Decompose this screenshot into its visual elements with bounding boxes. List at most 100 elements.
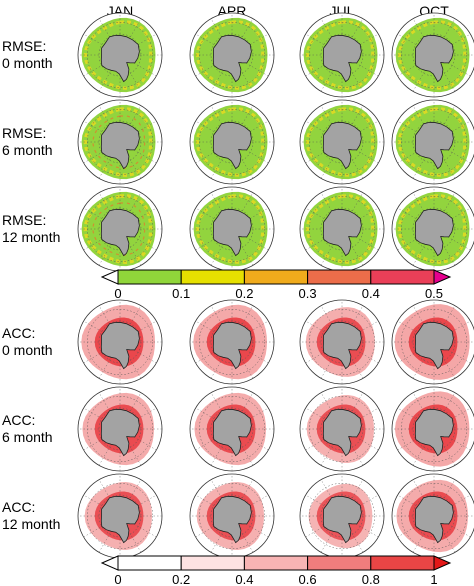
rmse-colorbar-tick-label: 0.1 bbox=[172, 286, 190, 301]
rmse-map-jul-row3 bbox=[299, 186, 385, 272]
antarctica-landmass bbox=[100, 321, 140, 370]
row-label: ACC:0 month bbox=[2, 325, 53, 358]
rmse-colorbar-segment bbox=[180, 269, 245, 285]
acc-colorbar-tick-label: 0.4 bbox=[235, 572, 253, 586]
rmse-colorbar-segment bbox=[370, 269, 435, 285]
antarctica-landmass bbox=[322, 321, 362, 370]
rmse-colorbar-segment bbox=[243, 269, 309, 285]
row-label: RMSE:0 month bbox=[2, 38, 53, 71]
row-label: ACC:6 month bbox=[2, 412, 53, 445]
antarctica-landmass bbox=[100, 408, 140, 457]
svg-text:ACC:: ACC: bbox=[2, 499, 35, 515]
column-headers: JAN APR JUL OCT bbox=[107, 3, 449, 19]
antarctica-landmass bbox=[414, 121, 454, 170]
rmse-map-apr-row3 bbox=[189, 186, 275, 272]
rmse-map-oct-row1 bbox=[391, 12, 474, 98]
rmse-edge-band bbox=[92, 202, 146, 256]
antarctica-landmass bbox=[100, 121, 140, 170]
acc-colorbar-tick-label: 0 bbox=[114, 572, 121, 586]
rmse-colorbar-tick-label: 0 bbox=[114, 286, 121, 301]
antarctica-landmass bbox=[414, 321, 454, 370]
rmse-colorbar-high-tip bbox=[433, 269, 452, 285]
rmse-colorbar-low-tip bbox=[100, 269, 119, 285]
rmse-map-jan-row2 bbox=[77, 99, 163, 185]
acc-colorbar-tick-label: 0.6 bbox=[299, 572, 317, 586]
rmse-map-jan-row1 bbox=[77, 12, 163, 98]
rmse-map-oct-row2 bbox=[391, 99, 474, 185]
antarctica-landmass bbox=[414, 208, 454, 257]
acc-map-apr-row3 bbox=[189, 473, 275, 559]
polar-maps bbox=[77, 12, 474, 559]
rmse-map-jul-row2 bbox=[299, 99, 385, 185]
acc-map-apr-row1 bbox=[189, 299, 275, 385]
acc-map-jan-row2 bbox=[77, 386, 163, 472]
antarctica-landmass bbox=[212, 121, 252, 170]
antarctica-landmass bbox=[212, 321, 252, 370]
svg-text:6 month: 6 month bbox=[2, 142, 53, 158]
rmse-edge-band bbox=[92, 115, 146, 169]
antarctica-landmass bbox=[100, 34, 140, 83]
antarctica-landmass bbox=[100, 495, 140, 544]
acc-colorbar-tick-label: 1 bbox=[430, 572, 437, 586]
antarctica-landmass bbox=[322, 208, 362, 257]
acc-map-jan-row3 bbox=[77, 473, 163, 559]
antarctica-landmass bbox=[414, 34, 454, 83]
acc-colorbar-tick-label: 0.2 bbox=[172, 572, 190, 586]
acc-colorbar-segment bbox=[307, 555, 372, 571]
rmse-colorbar-segment bbox=[307, 269, 372, 285]
acc-colorbar-segment bbox=[243, 555, 309, 571]
svg-text:0 month: 0 month bbox=[2, 342, 53, 358]
rmse-map-oct-row3 bbox=[391, 186, 474, 272]
row-label: RMSE:12 month bbox=[2, 212, 60, 245]
row-label: ACC:12 month bbox=[2, 499, 60, 532]
antarctica-landmass bbox=[212, 495, 252, 544]
rmse-colorbar-tick-label: 0.4 bbox=[362, 286, 380, 301]
antarctica-landmass bbox=[322, 34, 362, 83]
rmse-colorbar-segment bbox=[117, 269, 182, 285]
acc-colorbar-low-tip bbox=[100, 555, 119, 571]
acc-map-oct-row3 bbox=[391, 473, 474, 559]
acc-map-jul-row2 bbox=[299, 386, 385, 472]
rmse-colorbar-tick-label: 0.2 bbox=[235, 286, 253, 301]
antarctica-landmass bbox=[212, 408, 252, 457]
svg-text:RMSE:: RMSE: bbox=[2, 212, 46, 228]
rmse-colorbar: 0 0.1 0.2 0.3 0.4 0.5 bbox=[100, 269, 452, 301]
rmse-colorbar-tick-label: 0.3 bbox=[299, 286, 317, 301]
antarctica-landmass bbox=[414, 408, 454, 457]
acc-map-jul-row3 bbox=[299, 473, 385, 559]
acc-map-jan-row1 bbox=[77, 299, 163, 385]
antarctica-landmass bbox=[322, 121, 362, 170]
svg-text:0 month: 0 month bbox=[2, 55, 53, 71]
svg-text:ACC:: ACC: bbox=[2, 412, 35, 428]
antarctica-landmass bbox=[322, 495, 362, 544]
antarctica-landmass bbox=[212, 208, 252, 257]
svg-text:12 month: 12 month bbox=[2, 229, 60, 245]
svg-text:6 month: 6 month bbox=[2, 429, 53, 445]
rmse-map-jan-row3 bbox=[77, 186, 163, 272]
svg-text:RMSE:: RMSE: bbox=[2, 38, 46, 54]
acc-colorbar-segment bbox=[370, 555, 435, 571]
antarctica-landmass bbox=[322, 408, 362, 457]
acc-map-apr-row2 bbox=[189, 386, 275, 472]
svg-text:12 month: 12 month bbox=[2, 516, 60, 532]
acc-colorbar-segment bbox=[117, 555, 182, 571]
antarctica-landmass bbox=[100, 208, 140, 257]
acc-map-oct-row2 bbox=[391, 386, 474, 472]
antarctica-landmass bbox=[414, 495, 454, 544]
svg-text:RMSE:: RMSE: bbox=[2, 125, 46, 141]
rmse-map-apr-row2 bbox=[189, 99, 275, 185]
acc-colorbar-tick-label: 0.8 bbox=[362, 572, 380, 586]
svg-text:ACC:: ACC: bbox=[2, 325, 35, 341]
acc-map-jul-row1 bbox=[299, 299, 385, 385]
acc-colorbar-high-tip bbox=[433, 555, 452, 571]
antarctica-landmass bbox=[212, 34, 252, 83]
row-label: RMSE:6 month bbox=[2, 125, 53, 158]
acc-colorbar-segment bbox=[180, 555, 245, 571]
acc-map-oct-row1 bbox=[391, 299, 474, 385]
acc-colorbar: 0 0.2 0.4 0.6 0.8 1 bbox=[100, 555, 452, 586]
rmse-map-jul-row1 bbox=[299, 12, 385, 98]
rmse-map-apr-row1 bbox=[189, 12, 275, 98]
rmse-colorbar-tick-label: 0.5 bbox=[425, 286, 443, 301]
